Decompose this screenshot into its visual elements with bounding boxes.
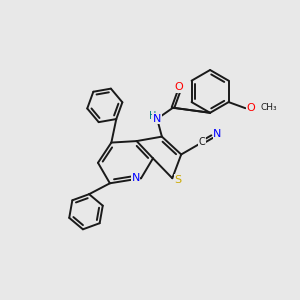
Text: N: N	[213, 129, 222, 139]
Text: O: O	[175, 82, 184, 92]
Text: O: O	[246, 103, 255, 112]
Text: N: N	[153, 114, 161, 124]
Text: C: C	[199, 137, 206, 147]
Text: N: N	[131, 173, 140, 183]
Text: S: S	[174, 175, 181, 185]
Text: H: H	[149, 111, 157, 122]
Text: CH₃: CH₃	[261, 103, 278, 112]
